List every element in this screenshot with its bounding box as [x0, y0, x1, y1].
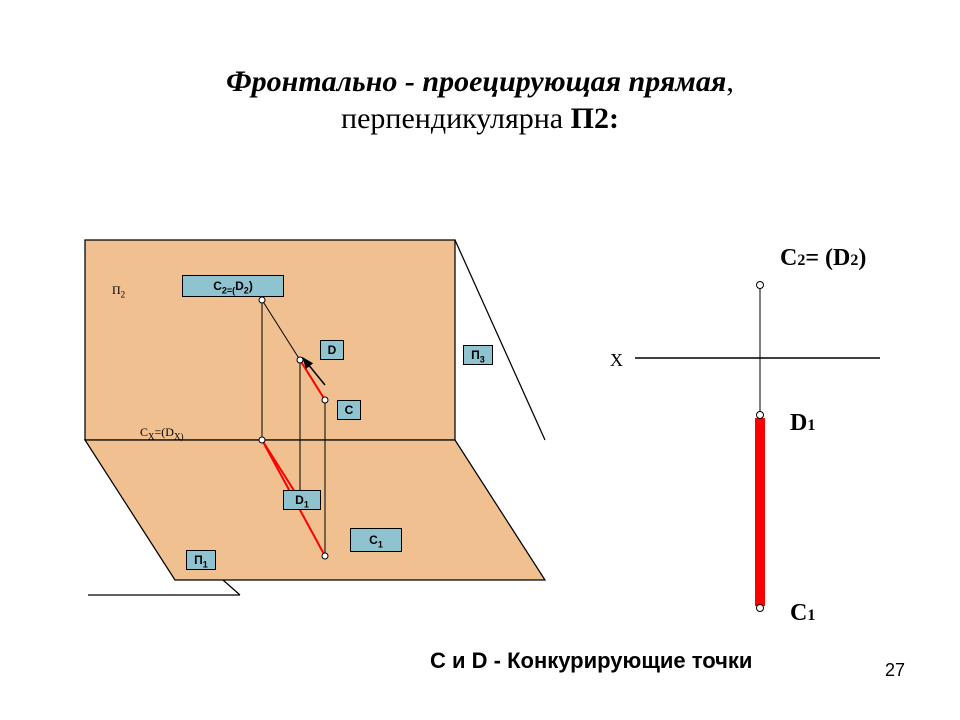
label-pi2: П2 — [112, 283, 125, 299]
label-cxdx: CX=(DX) — [140, 425, 183, 441]
label-pi3-box: П3 — [463, 345, 493, 365]
side-edge-top — [455, 240, 545, 440]
label-r-c1: C1 — [790, 600, 815, 627]
label-d1-box: D1 — [283, 490, 321, 510]
pt-c2d2 — [259, 297, 265, 303]
label-x: X — [610, 350, 623, 371]
pt-c — [322, 397, 328, 403]
pt-r-d1 — [757, 412, 764, 419]
plane-pi1 — [85, 440, 545, 580]
label-d-box: D — [320, 340, 344, 360]
label-c2d2-box: C2=(D2) — [182, 275, 284, 297]
label-pi1-box: П1 — [186, 550, 216, 570]
pt-r-c2d2 — [757, 282, 764, 289]
pt-cxdx — [259, 437, 265, 443]
label-c-box: C — [337, 400, 361, 420]
bottom-caption: C и D - Конкурирующие точки — [430, 648, 752, 674]
red-segment — [755, 418, 765, 606]
label-r-d1: D1 — [790, 410, 815, 437]
pt-c1 — [322, 553, 328, 559]
pt-d — [297, 357, 303, 363]
ledge-a — [223, 580, 240, 595]
pt-r-c1 — [757, 605, 764, 612]
page-number: 27 — [885, 660, 905, 681]
plane-pi2 — [85, 240, 455, 440]
label-r-c2d2: C2= (D2) — [780, 245, 866, 272]
label-c1-box: C1 — [350, 528, 402, 552]
